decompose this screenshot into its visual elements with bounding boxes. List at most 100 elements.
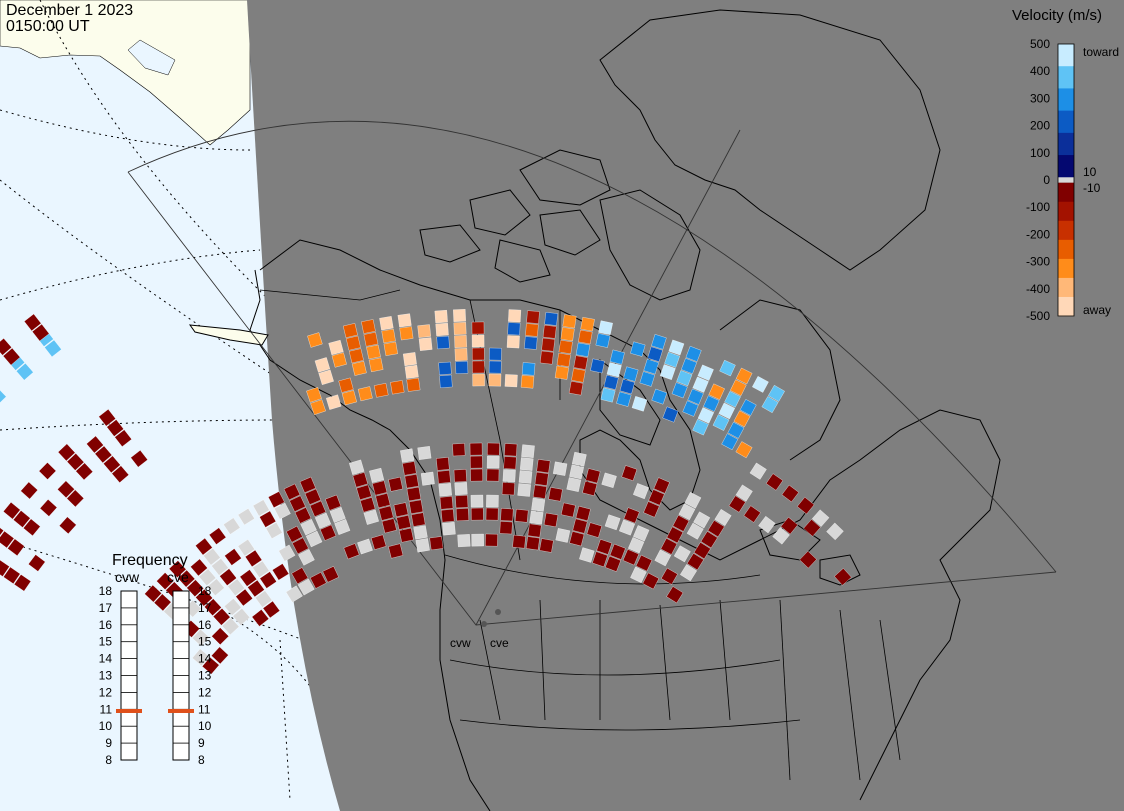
- velocity-cell: [534, 471, 549, 486]
- velocity-cell: [659, 364, 676, 380]
- velocity-cell: [799, 550, 817, 569]
- velocity-cell: [300, 519, 317, 536]
- frequency-title: Frequency: [112, 552, 188, 569]
- velocity-cell: [752, 376, 769, 393]
- velocity-cell: [486, 455, 500, 469]
- velocity-cell: [653, 477, 670, 494]
- velocity-cell: [360, 497, 376, 513]
- velocity-cell: [508, 309, 522, 323]
- velocity-cell: [555, 528, 571, 543]
- velocity-cell: [666, 586, 684, 604]
- frequency-scale-right: 18 17 16 15 14 13 12 11 10 9 8: [198, 584, 212, 767]
- velocity-cell: [237, 539, 255, 557]
- velocity-cell: [224, 598, 242, 616]
- velocity-cell: [633, 483, 649, 500]
- velocity-cell: [743, 505, 761, 523]
- velocity-cell: [643, 358, 659, 375]
- velocity-cell: [668, 339, 685, 356]
- velocity-cell: [363, 332, 379, 347]
- velocity-cell: [57, 443, 76, 462]
- velocity-cell: [605, 555, 621, 572]
- velocity-cell: [488, 373, 502, 387]
- velocity-cell: [297, 578, 315, 596]
- velocity-cell: [485, 533, 498, 547]
- velocity-cells: [0, 309, 852, 675]
- velocity-cell: [693, 511, 711, 529]
- velocity-cell: [621, 465, 638, 481]
- colorbar-tick-label: 300: [1030, 91, 1050, 105]
- velocity-cell: [453, 322, 467, 335]
- velocity-cell: [38, 462, 57, 480]
- colorbar-away-block: [1058, 182, 1074, 203]
- colorbar-away-block: [1058, 220, 1074, 241]
- velocity-cell: [730, 379, 747, 396]
- colorbar-toward-block: [1058, 88, 1074, 112]
- velocity-cell: [399, 527, 414, 543]
- velocity-cell: [527, 523, 542, 538]
- velocity-cell: [548, 487, 563, 502]
- frequency-scale-label: 12: [99, 685, 113, 699]
- velocity-cell: [573, 355, 588, 370]
- frequency-marker-cve: [168, 708, 194, 713]
- velocity-cell: [0, 559, 10, 577]
- velocity-cell: [622, 549, 639, 566]
- frequency-scale-label: 13: [99, 669, 113, 683]
- velocity-cell: [803, 519, 821, 537]
- velocity-cell: [435, 322, 449, 337]
- velocity-cell: [0, 387, 7, 406]
- velocity-cell: [438, 483, 452, 497]
- colorbar-tick-label: 0: [1043, 173, 1050, 187]
- velocity-cell: [223, 517, 241, 535]
- velocity-cell: [24, 313, 42, 332]
- velocity-cell: [255, 590, 273, 608]
- velocity-cell: [213, 608, 231, 626]
- velocity-cell: [697, 364, 714, 381]
- velocity-cell: [631, 396, 648, 412]
- velocity-cell: [686, 553, 704, 571]
- frequency-markers: [116, 708, 194, 713]
- velocity-cell: [471, 334, 485, 348]
- velocity-cell: [682, 400, 699, 417]
- colorbar-label-minus10: -10: [1083, 181, 1101, 195]
- velocity-cell: [289, 495, 306, 512]
- velocity-cell: [399, 326, 414, 341]
- velocity-cell: [780, 517, 798, 535]
- velocity-cell: [590, 358, 605, 374]
- velocity-cell: [328, 339, 344, 356]
- velocity-cell: [352, 472, 368, 488]
- velocity-cell: [285, 585, 303, 603]
- colorbar-tick-label: -400: [1026, 282, 1050, 296]
- velocity-cell: [20, 481, 38, 500]
- velocity-cell: [556, 352, 571, 367]
- velocity-cell: [514, 509, 529, 523]
- frequency-scale-label: 12: [198, 685, 212, 699]
- velocity-cell: [314, 512, 332, 529]
- velocity-cell: [501, 482, 515, 496]
- velocity-cell: [252, 560, 270, 578]
- velocity-cell: [569, 464, 584, 480]
- velocity-cell: [211, 627, 229, 645]
- velocity-cell: [442, 521, 456, 536]
- colorbar-toward-block: [1058, 155, 1074, 178]
- velocity-cell: [692, 419, 709, 436]
- frequency-scale-label: 15: [99, 635, 113, 649]
- velocity-cell: [356, 484, 372, 500]
- velocity-cell: [404, 474, 419, 489]
- velocity-cell: [0, 530, 15, 549]
- velocity-cell: [503, 456, 517, 470]
- velocity-cell: [144, 584, 162, 603]
- velocity-cell: [781, 484, 799, 503]
- velocity-cell: [671, 382, 688, 399]
- velocity-cell: [381, 328, 396, 344]
- frequency-panel: Frequency cvw cve 18 17 16 15 14 13 12 11 10 9 8 1…: [99, 552, 212, 767]
- velocity-cell: [211, 646, 229, 665]
- velocity-cell: [455, 361, 469, 374]
- frequency-scale-label: 11: [198, 702, 211, 716]
- velocity-cell: [660, 538, 678, 555]
- velocity-cell: [512, 534, 526, 549]
- velocity-cell: [487, 442, 500, 456]
- velocity-cell: [198, 568, 217, 586]
- radar-label-cvw: cvw: [450, 636, 471, 650]
- velocity-cell: [712, 414, 730, 431]
- velocity-cell: [579, 547, 595, 563]
